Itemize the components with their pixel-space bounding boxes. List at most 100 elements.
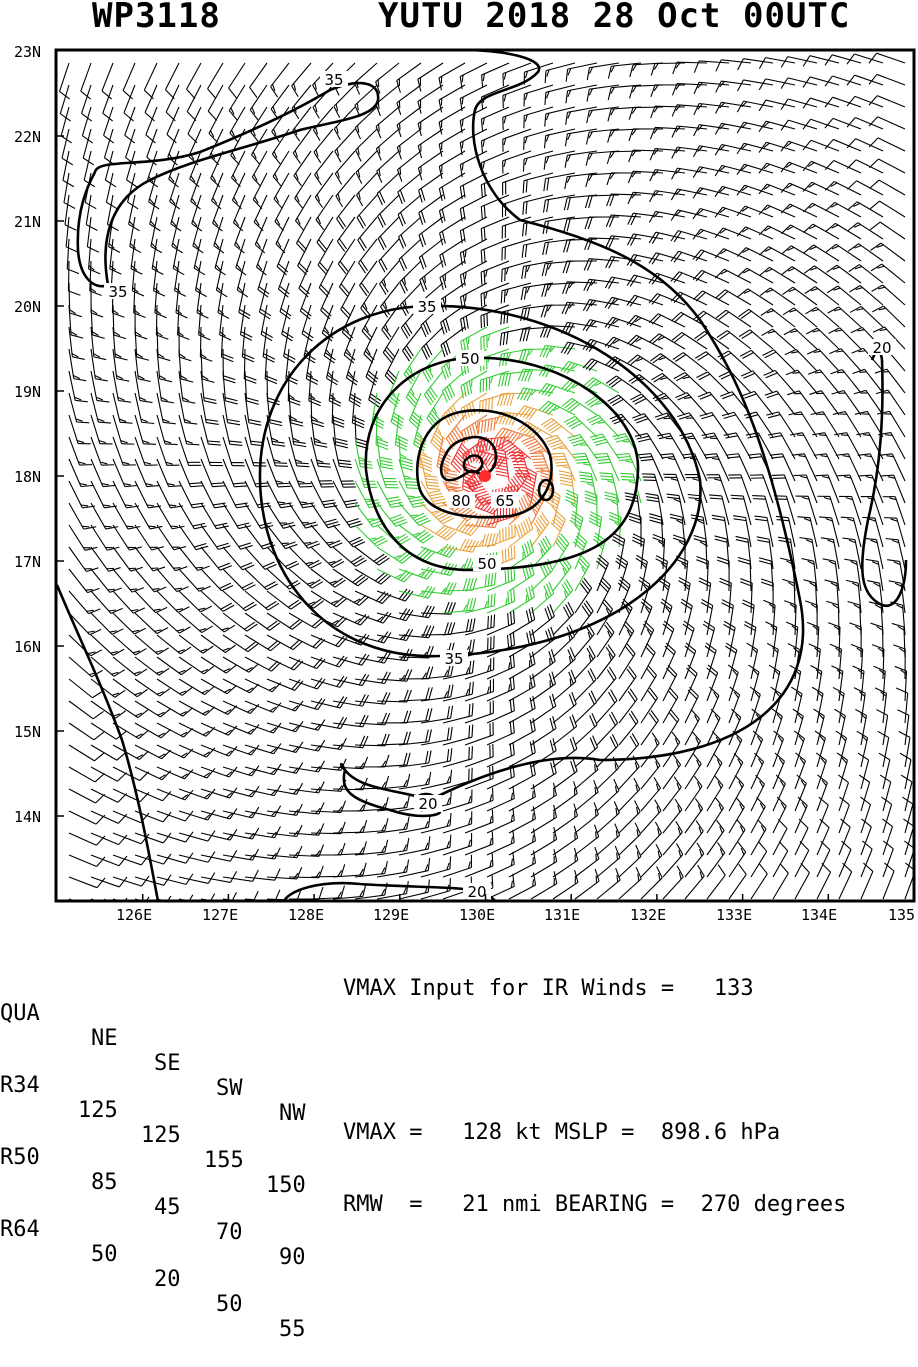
wind-barb (716, 310, 751, 327)
wind-barb (419, 239, 443, 269)
wind-barb (135, 547, 165, 571)
wind-barb (399, 836, 430, 855)
wind-barb (298, 239, 311, 275)
wind-radii-table: QUA NE SE SW NW R34 125 125 155 150 R50 … (0, 926, 53, 1239)
wind-barb (597, 757, 619, 789)
wind-barb (544, 173, 575, 191)
wind-barb (825, 76, 861, 86)
wind-barb (135, 327, 149, 360)
vmax-ir-input-line: VMAX Input for IR Winds = 133 (343, 976, 846, 998)
wind-barb (355, 525, 388, 546)
wind-barb (364, 327, 377, 363)
wind-barb (828, 623, 840, 657)
wind-barb (699, 578, 711, 613)
wind-barb (839, 496, 861, 525)
wind-barb (830, 370, 861, 393)
wind-barb (333, 736, 368, 748)
wind-barb (619, 622, 634, 657)
wind-barb (311, 569, 345, 587)
wind-barb (857, 731, 868, 767)
wind-barb (209, 107, 223, 143)
lat-tick-label: 15N (14, 723, 41, 741)
wind-barb (566, 63, 597, 82)
wind-barb (886, 539, 905, 569)
wind-barb (319, 261, 333, 297)
wind-barb (130, 217, 141, 253)
wind-barb (694, 82, 729, 94)
wind-barb (707, 820, 724, 855)
wind-barb (847, 160, 883, 173)
wind-barb (69, 811, 105, 824)
radii-row-r64: R64 50 20 50 55 (0, 1192, 53, 1214)
wind-barb (553, 579, 573, 613)
wind-barb (672, 168, 707, 179)
wind-barb (841, 517, 861, 547)
wind-barb (188, 107, 201, 143)
wind-barb (838, 775, 848, 811)
wind-barb (69, 393, 89, 423)
wind-barb (563, 261, 597, 273)
wind-barb (685, 821, 703, 855)
wind-barb (685, 665, 697, 701)
wind-barb (518, 369, 553, 381)
wind-barb (289, 393, 303, 426)
wind-barb (649, 211, 685, 222)
wind-barb (503, 129, 531, 152)
wind-barb (854, 688, 865, 723)
wind-barb (124, 85, 135, 121)
radii-value: 50 (91, 1242, 118, 1267)
wind-barb (630, 63, 663, 77)
wind-barb (781, 141, 817, 151)
wind-barb (152, 239, 163, 274)
wind-barb (64, 173, 75, 209)
wind-barb (278, 261, 289, 297)
wind-barb (761, 309, 795, 327)
wind-barb (825, 160, 861, 173)
wind-barb (443, 811, 472, 833)
wind-barb (607, 173, 641, 185)
wind-barb (827, 286, 861, 305)
wind-barb (782, 267, 817, 283)
wind-barb (524, 85, 553, 107)
wind-barb (781, 204, 817, 217)
wind-barb (642, 474, 663, 503)
wind-barb (693, 146, 729, 157)
wind-barb (759, 247, 795, 261)
wind-barb (135, 833, 171, 843)
wind-barb (627, 315, 663, 327)
wind-barb (707, 865, 725, 899)
wind-barb (113, 437, 136, 465)
wind-barb (876, 710, 887, 745)
wind-barb (663, 866, 683, 899)
wind-barb (103, 85, 113, 121)
wind-barb (698, 392, 729, 415)
wind-barb (135, 679, 170, 696)
wind-barb (761, 579, 773, 613)
contour-label-50-b: 50 (473, 555, 501, 573)
wind-barb (157, 569, 188, 592)
wind-barb (629, 375, 663, 393)
wind-barb (803, 580, 817, 613)
wind-barb (718, 351, 751, 371)
wind-barb (872, 645, 884, 679)
radii-row-r50: R50 85 45 70 90 (0, 1120, 53, 1142)
wind-barb (847, 96, 883, 107)
wind-barb (673, 353, 707, 371)
wind-barb (335, 151, 355, 185)
contour-label-35-b: 35 (104, 283, 132, 301)
wind-barb (113, 833, 149, 844)
wind-barb (503, 151, 531, 174)
wind-barb (770, 454, 795, 481)
wind-barb (805, 287, 839, 305)
wind-barb (311, 717, 347, 729)
wind-barb (267, 783, 303, 794)
wind-barb (871, 243, 905, 261)
wind-barb (443, 833, 472, 855)
contour-label-20-c: 20 (868, 339, 896, 357)
wind-barb (826, 601, 839, 635)
wind-barb (807, 349, 839, 371)
wind-barb (872, 285, 905, 305)
wind-barb (805, 601, 817, 635)
wind-barb (69, 371, 88, 402)
wind-barb (825, 202, 861, 217)
